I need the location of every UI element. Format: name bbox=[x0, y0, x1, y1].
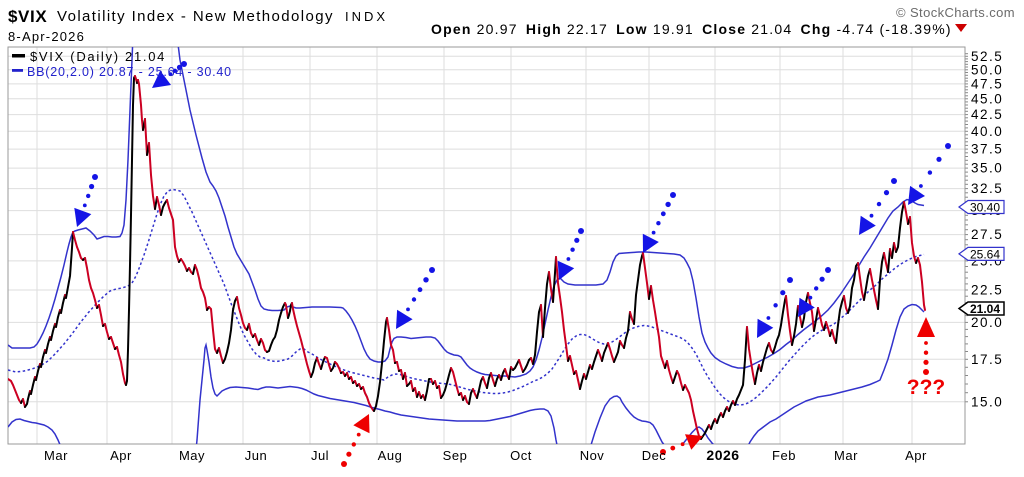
svg-text:Feb: Feb bbox=[772, 448, 796, 463]
svg-text:Open 20.97 High 22.17 Low 19.9: Open 20.97 High 22.17 Low 19.91 Close 21… bbox=[431, 21, 952, 37]
svg-text:20.0: 20.0 bbox=[971, 315, 1003, 330]
svg-text:© StockCharts.com: © StockCharts.com bbox=[896, 5, 1015, 20]
svg-text:25.64: 25.64 bbox=[970, 247, 1000, 261]
svg-text:27.5: 27.5 bbox=[971, 227, 1003, 242]
svg-text:52.5: 52.5 bbox=[971, 49, 1003, 64]
svg-text:Dec: Dec bbox=[642, 448, 667, 463]
svg-text:35.0: 35.0 bbox=[971, 161, 1003, 176]
svg-text:37.5: 37.5 bbox=[971, 142, 1003, 157]
svg-text:42.5: 42.5 bbox=[971, 107, 1003, 122]
svg-text:21.04: 21.04 bbox=[970, 302, 1000, 316]
svg-text:Apr: Apr bbox=[110, 448, 132, 463]
svg-text:$VIX (Daily) 21.04: $VIX (Daily) 21.04 bbox=[30, 49, 166, 64]
svg-text:Sep: Sep bbox=[443, 448, 468, 463]
svg-text:Mar: Mar bbox=[44, 448, 68, 463]
svg-text:Volatility Index - New Methodo: Volatility Index - New Methodology bbox=[57, 8, 334, 25]
svg-text:15.0: 15.0 bbox=[971, 394, 1003, 409]
svg-text:40.0: 40.0 bbox=[971, 124, 1003, 139]
svg-text:Mar: Mar bbox=[834, 448, 858, 463]
svg-text:17.5: 17.5 bbox=[971, 352, 1003, 367]
svg-text:$VIX: $VIX bbox=[8, 7, 47, 26]
svg-text:Aug: Aug bbox=[378, 448, 403, 463]
svg-text:Oct: Oct bbox=[510, 448, 532, 463]
svg-text:22.5: 22.5 bbox=[971, 283, 1003, 298]
svg-text:32.5: 32.5 bbox=[971, 181, 1003, 196]
svg-text:30.40: 30.40 bbox=[970, 201, 1000, 215]
svg-text:Apr: Apr bbox=[905, 448, 927, 463]
svg-text:2026: 2026 bbox=[706, 447, 739, 463]
svg-text:Jul: Jul bbox=[311, 448, 329, 463]
svg-text:50.0: 50.0 bbox=[971, 62, 1003, 77]
svg-text:Jun: Jun bbox=[245, 448, 267, 463]
svg-text:???: ??? bbox=[907, 376, 945, 399]
svg-text:45.0: 45.0 bbox=[971, 91, 1003, 106]
svg-text:Nov: Nov bbox=[580, 448, 605, 463]
svg-text:May: May bbox=[179, 448, 205, 463]
svg-text:8-Apr-2026: 8-Apr-2026 bbox=[8, 29, 85, 44]
svg-text:47.5: 47.5 bbox=[971, 76, 1003, 91]
svg-text:BB(20,2.0) 20.87 - 25.64 - 30.: BB(20,2.0) 20.87 - 25.64 - 30.40 bbox=[27, 65, 232, 79]
svg-text:INDX: INDX bbox=[345, 9, 388, 24]
